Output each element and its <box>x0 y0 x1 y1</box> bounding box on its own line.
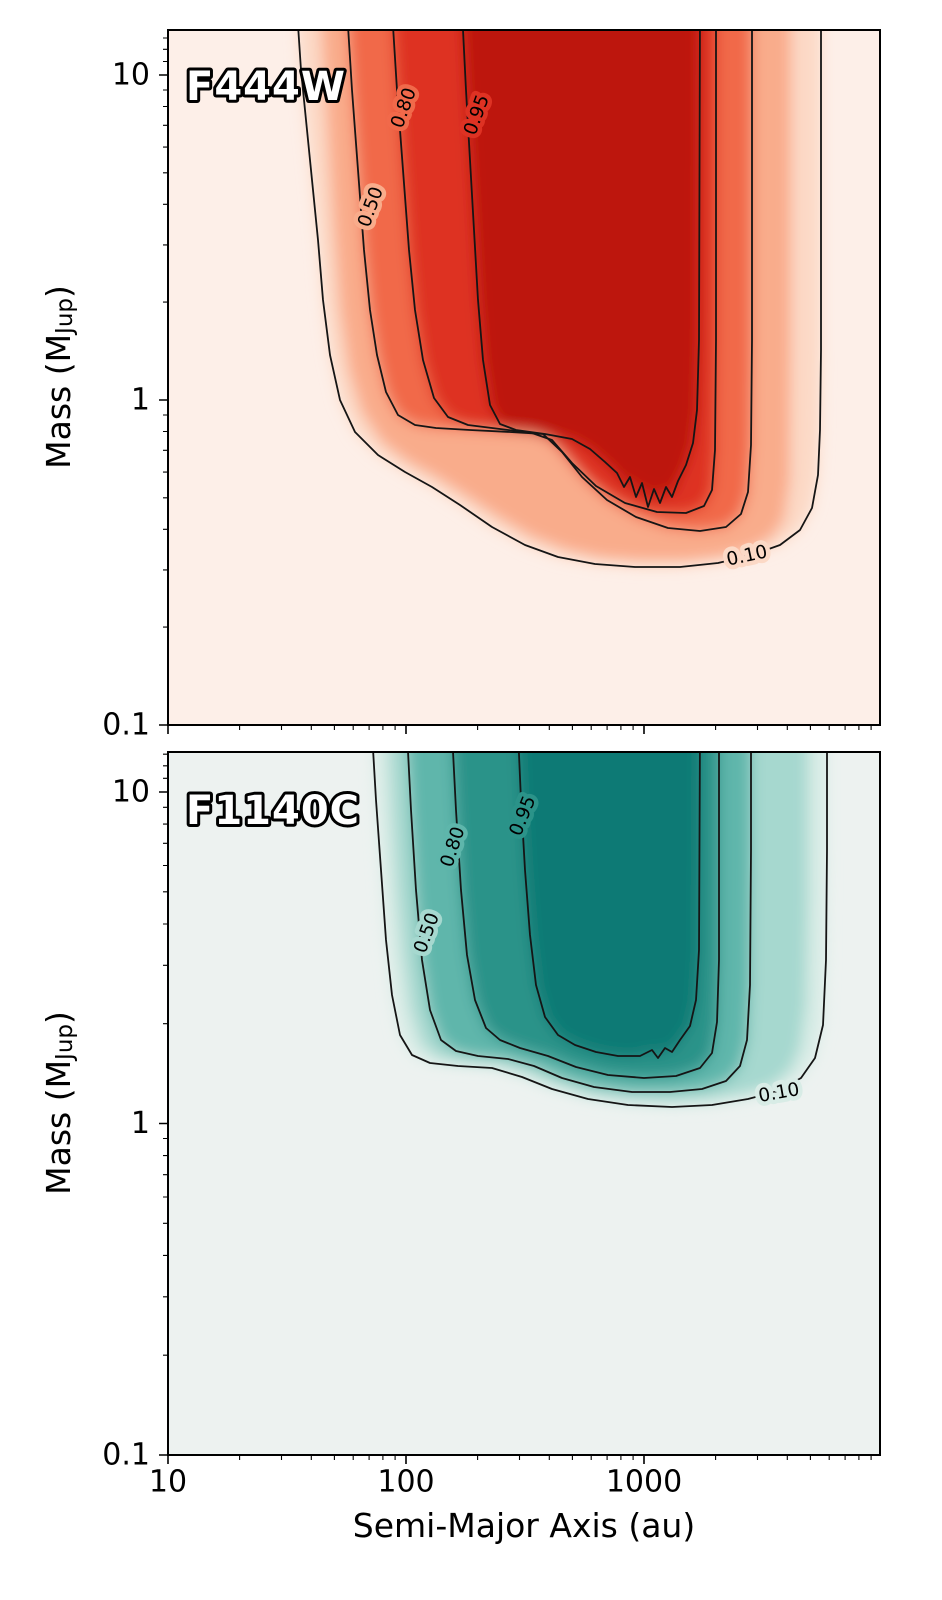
x-minor-ticks <box>239 725 872 730</box>
panel-title-f444w: F444W <box>186 64 346 110</box>
x-minor-ticks <box>239 1455 872 1460</box>
contour-line-0.95 <box>517 752 701 1059</box>
y-tick-1: 1 <box>131 1106 150 1141</box>
fill-level-0.95 <box>518 752 700 1058</box>
y-axis-label: Mass (MJup) <box>39 285 79 469</box>
x-tick-1000: 1000 <box>606 1465 682 1500</box>
contour-line-0.80 <box>452 752 720 1079</box>
x-major-ticks <box>167 725 645 734</box>
y-major-ticks <box>159 74 168 726</box>
panel-title-f1140c: F1140C <box>186 788 360 834</box>
contour-line-0.95 <box>462 30 701 508</box>
panel-f444w: 0.50 0.80 0.95 0.10 F444W 10 1 0.1 Mass … <box>39 29 881 743</box>
contour-line-0.50 <box>407 752 752 1093</box>
y-tick-10: 10 <box>112 775 150 810</box>
fill-level-0.95 <box>463 30 700 507</box>
y-major-ticks <box>159 791 168 1456</box>
y-axis-label: Mass (MJup) <box>39 1011 79 1195</box>
y-tick-0.1: 0.1 <box>102 708 150 743</box>
x-tick-10: 10 <box>149 1465 187 1500</box>
x-axis-label: Semi-Major Axis (au) <box>353 1506 695 1545</box>
contour-line-0.10 <box>297 30 822 568</box>
y-tick-1: 1 <box>131 383 150 418</box>
x-major-ticks <box>167 1455 645 1464</box>
contour-fill-group <box>373 752 827 1107</box>
contour-line-0.10 <box>372 752 828 1108</box>
contour-line-0.80 <box>392 30 717 514</box>
y-tick-10: 10 <box>112 58 150 93</box>
panel-frame <box>167 751 881 1456</box>
y-tick-0.1: 0.1 <box>102 1438 150 1473</box>
panel-frame <box>167 29 881 726</box>
y-minor-ticks <box>163 37 168 628</box>
contour-fill-group <box>298 30 821 567</box>
y-minor-ticks <box>163 753 168 1356</box>
x-tick-100: 100 <box>377 1465 434 1500</box>
panel-f1140c: 0.50 0.80 0.95 0.10 F1140C 10 1 0.1 Mass… <box>39 751 881 1545</box>
